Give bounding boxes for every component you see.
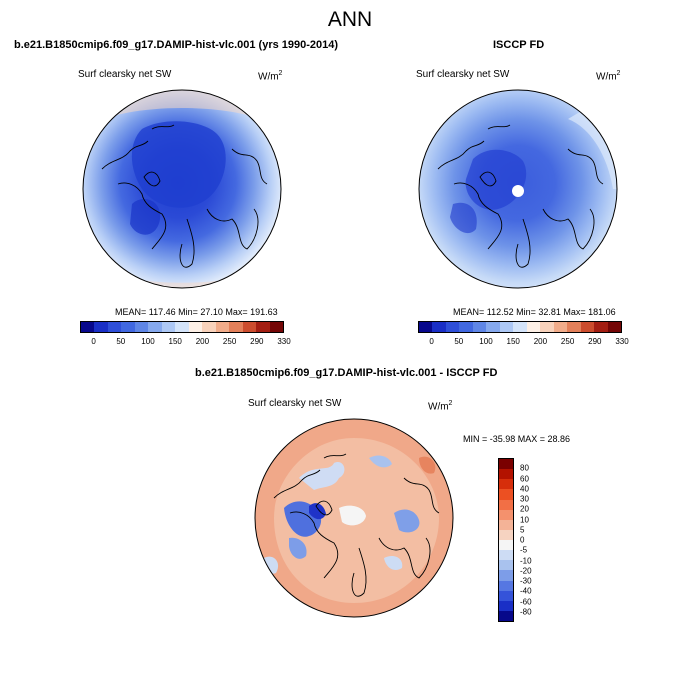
colorbar-swatch [526, 322, 541, 332]
diff-panel-title: b.e21.B1850cmip6.f09_g17.DAMIP-hist-vlc.… [195, 367, 498, 379]
figure-title: ANN [327, 8, 373, 31]
colorbar-swatch [499, 590, 513, 601]
colorbar-swatch [499, 509, 513, 520]
colorbar-swatch [499, 610, 513, 621]
colorbar-swatch [567, 322, 581, 332]
colorbar-tick-label: 330 [277, 337, 291, 346]
colorbar-swatch [499, 560, 513, 571]
colorbar-swatch [256, 322, 270, 332]
colorbar-swatch [459, 322, 473, 332]
colorbar-tick-label: -30 [520, 576, 532, 586]
colorbar-swatch [188, 322, 203, 332]
colorbar-swatch [148, 322, 162, 332]
model-colorbar-ticks: 0 50 100 150 200 250 290 330 [80, 337, 290, 347]
obs-colorbar [418, 321, 622, 333]
colorbar-swatch [134, 322, 149, 332]
colorbar-swatch [202, 322, 216, 332]
colorbar-tick-label: -60 [520, 597, 532, 606]
obs-stats: MEAN= 112.52 Min= 32.81 Max= 181.06 [453, 307, 616, 317]
colorbar-swatch [161, 322, 176, 332]
colorbar-swatch [269, 322, 284, 332]
colorbar-tick-label: 290 [250, 337, 264, 346]
colorbar-swatch [419, 322, 433, 332]
colorbar-swatch [242, 322, 257, 332]
colorbar-tick-label: -40 [520, 586, 532, 596]
colorbar-tick-label: 150 [506, 337, 520, 346]
colorbar-swatch [499, 519, 513, 530]
obs-units-label: W/m2 [596, 70, 621, 83]
diff-units-label: W/m2 [428, 400, 453, 413]
colorbar-swatch [499, 459, 513, 470]
colorbar-swatch [107, 322, 122, 332]
colorbar-tick-label: 50 [454, 337, 464, 346]
colorbar-swatch [499, 479, 513, 490]
obs-polar-map [418, 89, 618, 289]
colorbar-swatch [472, 322, 487, 332]
model-panel-title: b.e21.B1850cmip6.f09_g17.DAMIP-hist-vlc.… [14, 39, 339, 51]
colorbar-tick-label: 0 [91, 337, 96, 346]
diff-colorbar [498, 458, 514, 622]
colorbar-tick-label: 200 [533, 337, 548, 346]
colorbar-swatch [580, 322, 595, 332]
colorbar-tick-label: 200 [195, 337, 210, 346]
diff-colorbar-ticks: 80 60 40 30 20 10 5 0 -5 -10 -20 -30 -40 -60 -80 [520, 458, 550, 622]
colorbar-tick-label: 0 [429, 337, 434, 346]
colorbar-swatch [486, 322, 500, 332]
colorbar-tick-label: 20 [520, 504, 529, 514]
colorbar-tick-label: 40 [520, 484, 529, 494]
colorbar-swatch [445, 322, 460, 332]
colorbar-tick-label: 330 [615, 337, 629, 346]
colorbar-swatch [499, 499, 513, 510]
obs-variable-label: Surf clearsky net SW [416, 69, 510, 80]
colorbar-swatch [513, 322, 527, 332]
colorbar-tick-label: 100 [141, 337, 155, 346]
colorbar-swatch [229, 322, 243, 332]
colorbar-swatch [499, 322, 514, 332]
colorbar-swatch [540, 322, 554, 332]
colorbar-swatch [553, 322, 568, 332]
colorbar-tick-label: 5 [520, 525, 525, 535]
diff-polar-map [254, 418, 454, 618]
colorbar-swatch [607, 322, 622, 332]
colorbar-swatch [499, 489, 513, 500]
colorbar-tick-label: -10 [520, 556, 532, 565]
colorbar-swatch [499, 600, 513, 611]
colorbar-tick-label: -80 [520, 607, 532, 617]
colorbar-swatch [499, 570, 513, 581]
colorbar-swatch [175, 322, 189, 332]
colorbar-tick-label: 30 [520, 494, 529, 504]
colorbar-tick-label: 250 [222, 337, 237, 346]
colorbar-tick-label: 10 [520, 515, 529, 524]
colorbar-tick-label: 80 [520, 463, 529, 473]
colorbar-swatch [499, 469, 513, 480]
obs-colorbar-ticks: 0 50 100 150 200 250 290 330 [418, 337, 628, 347]
colorbar-swatch [81, 322, 95, 332]
colorbar-tick-label: 150 [168, 337, 182, 346]
colorbar-tick-label: 100 [479, 337, 493, 346]
obs-panel-title: ISCCP FD [493, 39, 545, 51]
model-stats: MEAN= 117.46 Min= 27.10 Max= 191.63 [115, 307, 278, 317]
colorbar-tick-label: 60 [520, 474, 529, 483]
colorbar-swatch [499, 540, 513, 551]
colorbar-tick-label: 0 [520, 535, 525, 545]
colorbar-tick-label: 50 [116, 337, 126, 346]
colorbar-swatch [121, 322, 135, 332]
colorbar-tick-label: -20 [520, 566, 532, 576]
colorbar-swatch [499, 580, 513, 591]
colorbar-swatch [432, 322, 446, 332]
model-variable-label: Surf clearsky net SW [78, 69, 172, 80]
colorbar-swatch [94, 322, 108, 332]
colorbar-swatch [215, 322, 230, 332]
model-units-label: W/m2 [258, 70, 283, 83]
colorbar-swatch [594, 322, 608, 332]
colorbar-tick-label: -5 [520, 545, 528, 555]
colorbar-swatch [499, 529, 513, 540]
colorbar-tick-label: 250 [560, 337, 575, 346]
colorbar-tick-label: 290 [588, 337, 602, 346]
model-colorbar [80, 321, 284, 333]
model-polar-map [82, 89, 282, 289]
colorbar-swatch [499, 550, 513, 561]
diff-stats: MIN = -35.98 MAX = 28.86 [463, 434, 571, 444]
diff-variable-label: Surf clearsky net SW [248, 398, 342, 409]
